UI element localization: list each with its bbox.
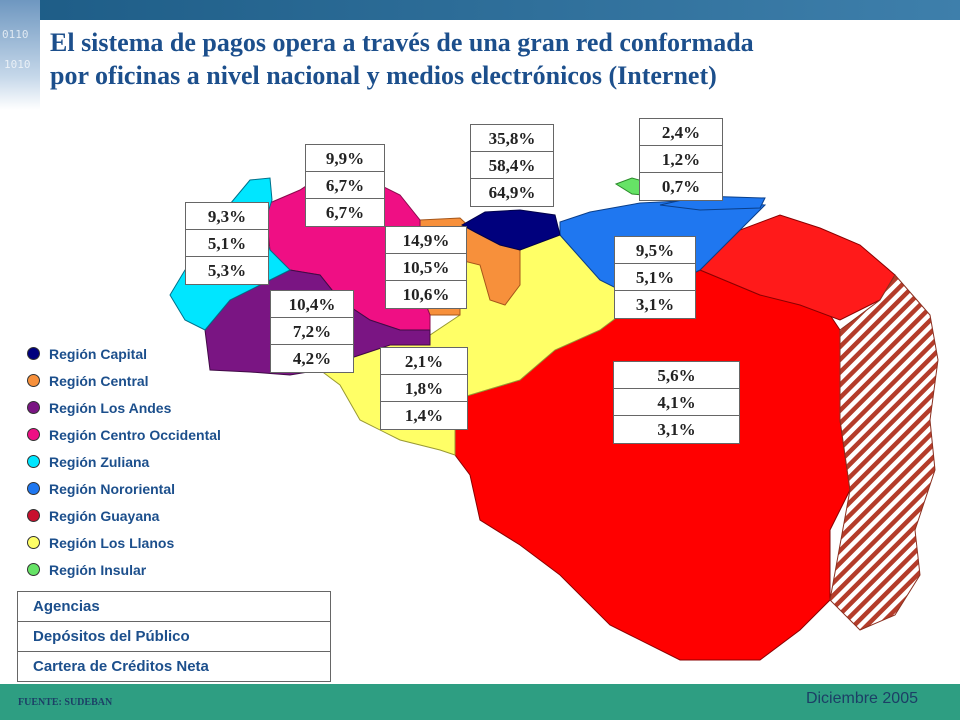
values-box-guayana: 5,6% 4,1% 3,1% [613, 361, 740, 444]
cartera-value: 10,6% [402, 285, 450, 304]
header-graphic: 0110 1010 [0, 0, 40, 110]
legend-swatch [27, 536, 40, 549]
key-row-agencias: Agencias [18, 592, 330, 622]
legend-swatch [27, 374, 40, 387]
source-note: FUENTE: SUDEBAN [18, 697, 113, 708]
key-row-cartera: Cartera de Créditos Neta [33, 658, 209, 675]
depositos-value: 5,1% [615, 264, 695, 291]
legend-swatch [27, 428, 40, 441]
cartera-value: 1,4% [404, 406, 444, 425]
legend-item-central: Región Central [27, 367, 221, 394]
depositos-value: 5,1% [186, 230, 268, 257]
depositos-value: 4,1% [614, 389, 739, 416]
legend-label: Región Insular [49, 561, 147, 578]
metric-key-table: Agencias Depósitos del Público Cartera d… [17, 591, 331, 682]
legend-item-guayana: Región Guayana [27, 502, 221, 529]
legend-item-llanos: Región Los Llanos [27, 529, 221, 556]
legend-swatch [27, 347, 40, 360]
legend-item-capital: Región Capital [27, 340, 221, 367]
cartera-value: 5,3% [207, 261, 247, 280]
values-box-andes: 10,4% 7,2% 4,2% [270, 290, 354, 373]
legend-swatch [27, 482, 40, 495]
region-legend: Región Capital Región Central Región Los… [27, 340, 221, 583]
footer-bar [0, 684, 960, 720]
agencias-value: 2,1% [381, 348, 467, 375]
legend-item-nororiental: Región Nororiental [27, 475, 221, 502]
values-box-zuliana: 9,3% 5,1% 5,3% [185, 202, 269, 285]
legend-label: Región Zuliana [49, 453, 150, 470]
legend-label: Región Centro Occidental [49, 426, 221, 443]
depositos-value: 1,8% [381, 375, 467, 402]
legend-item-centro-occidental: Región Centro Occidental [27, 421, 221, 448]
cartera-value: 4,2% [292, 349, 332, 368]
depositos-value: 7,2% [271, 318, 353, 345]
values-box-nororiental: 9,5% 5,1% 3,1% [614, 236, 696, 319]
agencias-value: 10,4% [271, 291, 353, 318]
legend-item-andes: Región Los Andes [27, 394, 221, 421]
values-box-llanos: 2,1% 1,8% 1,4% [380, 347, 468, 430]
values-box-insular: 2,4% 1,2% 0,7% [639, 118, 723, 201]
depositos-value: 1,2% [640, 146, 722, 173]
top-bar [0, 0, 960, 20]
cartera-value: 6,7% [325, 203, 365, 222]
values-box-central: 14,9% 10,5% 10,6% [385, 226, 467, 309]
legend-label: Región Los Llanos [49, 534, 175, 551]
key-row-depositos: Depósitos del Público [18, 622, 330, 652]
title-line-1: El sistema de pagos opera a través de un… [50, 28, 754, 57]
agencias-value: 35,8% [471, 125, 553, 152]
cartera-value: 3,1% [635, 295, 675, 314]
cartera-value: 3,1% [657, 420, 696, 439]
agencias-value: 9,3% [186, 203, 268, 230]
cartera-value: 0,7% [661, 177, 701, 196]
legend-label: Región Central [49, 372, 149, 389]
legend-item-insular: Región Insular [27, 556, 221, 583]
legend-swatch [27, 455, 40, 468]
legend-label: Región Capital [49, 345, 148, 362]
report-date: Diciembre 2005 [805, 690, 918, 707]
slide-title: El sistema de pagos opera a través de un… [50, 26, 940, 92]
legend-label: Región Los Andes [49, 399, 172, 416]
agencias-value: 5,6% [614, 362, 739, 389]
title-line-2: por oficinas a nivel nacional y medios e… [50, 61, 717, 90]
territory-hatched-shape [829, 274, 939, 631]
values-box-centro-occidental: 9,9% 6,7% 6,7% [305, 144, 385, 227]
legend-swatch [27, 509, 40, 522]
legend-label: Región Guayana [49, 507, 160, 524]
agencias-value: 14,9% [386, 227, 466, 254]
depositos-value: 10,5% [386, 254, 466, 281]
legend-swatch [27, 401, 40, 414]
depositos-value: 6,7% [306, 172, 384, 199]
legend-label: Región Nororiental [49, 480, 176, 497]
legend-item-zuliana: Región Zuliana [27, 448, 221, 475]
cartera-value: 64,9% [488, 183, 536, 202]
agencias-value: 9,9% [306, 145, 384, 172]
agencias-value: 9,5% [615, 237, 695, 264]
depositos-value: 58,4% [471, 152, 553, 179]
agencias-value: 2,4% [640, 119, 722, 146]
values-box-capital: 35,8% 58,4% 64,9% [470, 124, 554, 207]
region-capital-shape [460, 209, 561, 251]
legend-swatch [27, 563, 40, 576]
